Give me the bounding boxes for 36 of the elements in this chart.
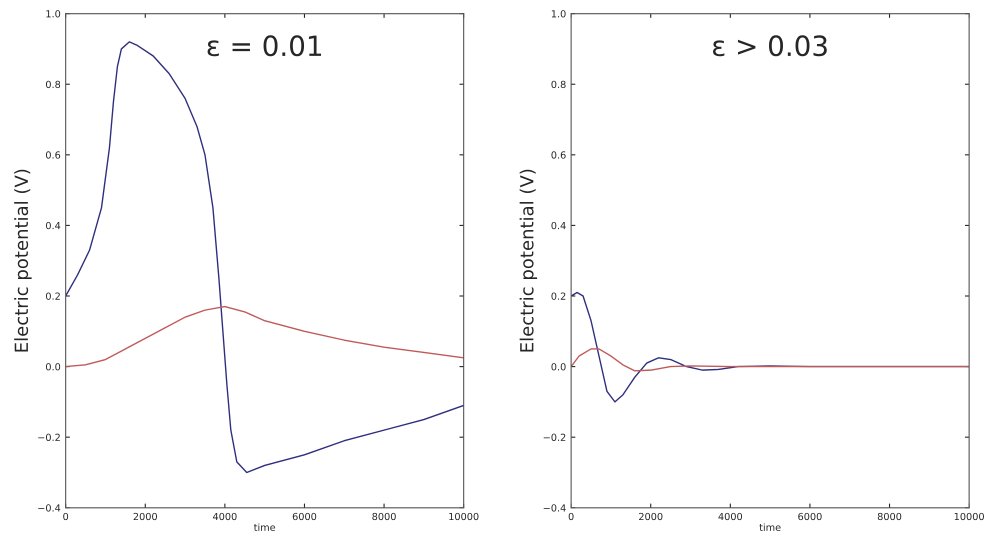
y-tick-label: 0.2 (46, 292, 60, 300)
y-tick-label: 0.0 (46, 363, 60, 370)
y-tick-label: −0.4 (38, 504, 60, 512)
x-tick-label: 2000 (639, 512, 662, 520)
x-tick-label: 4000 (718, 512, 742, 520)
x-tick-label: 6000 (292, 512, 316, 520)
annotation: ε = 0.01 (208, 35, 322, 56)
y-tick-label: 0.6 (46, 151, 60, 159)
x-tick-label: 10000 (449, 512, 478, 520)
y-tick-label: 1.0 (46, 10, 60, 18)
x-tick-label: 2000 (134, 512, 157, 520)
x-tick-label: 6000 (798, 512, 822, 520)
x-axis-title: time (759, 523, 781, 531)
y-tick-label: 0.4 (551, 222, 566, 230)
x-axis-title: time (254, 523, 276, 531)
x-tick-label: 8000 (878, 512, 902, 520)
y-tick-label: 0.8 (46, 80, 60, 88)
x-tick-label: 10000 (954, 512, 984, 520)
y-axis-title: Electric potential (V) (14, 170, 32, 352)
y-tick-label: 0.8 (551, 80, 566, 88)
y-tick-label: −0.2 (544, 434, 566, 442)
y-tick-label: −0.4 (544, 504, 566, 512)
x-tick-label: 0 (568, 512, 574, 520)
line-series (571, 348, 970, 372)
y-tick-label: 1.0 (552, 10, 566, 18)
y-tick-label: 0.2 (551, 292, 566, 300)
y-tick-label: 0.0 (551, 363, 566, 370)
line-series (66, 306, 464, 368)
y-tick-label: 0.4 (46, 222, 60, 230)
y-axis-title: Electric potential (V) (520, 170, 538, 352)
x-tick-label: 4000 (212, 512, 237, 520)
y-tick-label: −0.2 (38, 434, 60, 442)
x-tick-label: 8000 (372, 512, 396, 520)
y-tick-label: 0.6 (551, 151, 566, 159)
x-tick-label: 0 (63, 512, 68, 520)
annotation: ε > 0.03 (713, 35, 827, 56)
